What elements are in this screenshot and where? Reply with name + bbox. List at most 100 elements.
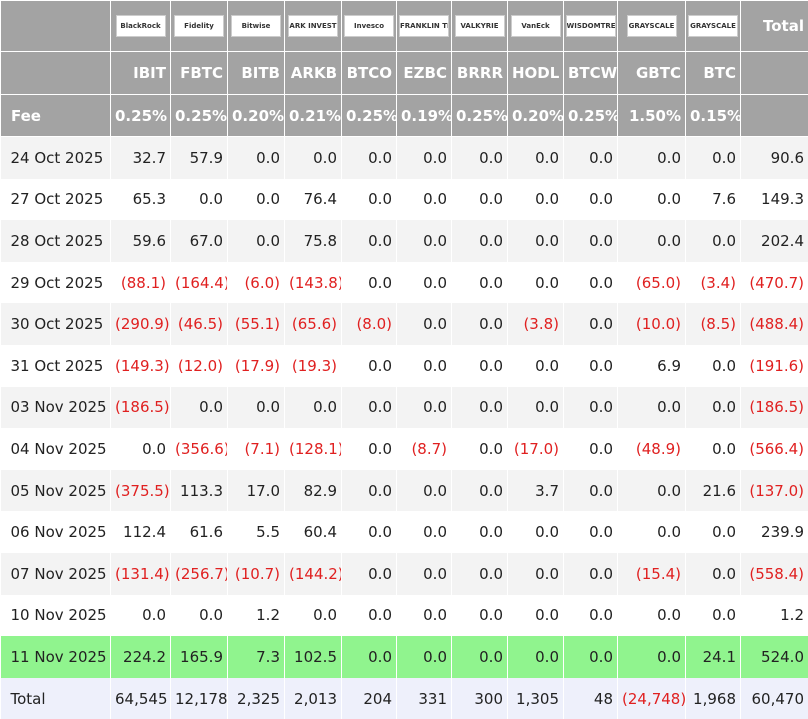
flow-value: 0.0 [563,594,618,637]
table-row: 04 Nov 2025 0.0 (356.6) (7.1) (128.1) 0.0 (8.7… [0,428,808,470]
flow-value: 0.0 [396,303,452,345]
fee: 0.25% [563,94,618,137]
total-label: Total [0,677,111,719]
date: 24 Oct 2025 [0,136,111,179]
flow-value: (256.7) [170,552,228,595]
flow-value: 0.0 [617,178,686,221]
flow-value: (186.5) [740,386,808,429]
fund-logo: GRAYSCALE [626,15,677,37]
flow-value: (88.1) [110,261,171,304]
flow-value: 0.0 [341,136,397,179]
flow-value: 165.9 [170,636,228,678]
fee: 0.15% [685,94,741,137]
flow-value: 0.0 [284,594,342,637]
table-row: 28 Oct 2025 59.6 67.0 0.0 75.8 0.0 0.0 0.0 0.0 0.… [0,220,808,262]
flow-value: 0.0 [451,428,508,470]
table-row: BlackRock Fidelity Bitwise ARK INVEST Invesc… [0,0,808,52]
logo-cell: FRANKLIN TEMPLETON [396,0,452,52]
flow-value: 0.0 [170,594,228,637]
flow-value: 6.9 [617,344,686,387]
logo-cell: Fidelity [170,0,228,52]
flow-value: 113.3 [170,469,228,512]
fee: 0.20% [507,94,564,137]
fee: 0.25% [451,94,508,137]
flow-value: (17.0) [507,428,564,470]
fee: 0.19% [396,94,452,137]
date: 11 Nov 2025 [0,636,111,678]
ticker: EZBC [396,51,452,95]
fee: 0.25% [341,94,397,137]
table-row: Total 64,545 12,178 2,325 2,013 204 331 300 1,30… [0,677,808,719]
total-value: 48 [563,677,618,719]
flow-value: 65.3 [110,178,171,221]
empty-cell [740,51,808,95]
fund-logo: VanEck [510,15,561,37]
flow-value: 0.0 [451,136,508,179]
fee: 0.20% [227,94,285,137]
flow-value: 0.0 [563,303,618,345]
total-value: 12,178 [170,677,228,719]
table-row: 10 Nov 2025 0.0 0.0 1.2 0.0 0.0 0.0 0.0 0.0 0.0 0.… [0,594,808,637]
total-value: 300 [451,677,508,719]
date: 07 Nov 2025 [0,552,111,595]
total-value: 64,545 [110,677,171,719]
empty-cell [740,94,808,137]
flow-value: 0.0 [507,178,564,221]
flow-value: (566.4) [740,428,808,470]
flow-value: 3.7 [507,469,564,512]
fund-logo: Fidelity [174,15,224,37]
flow-value: 90.6 [740,136,808,179]
fee-label: Fee [0,94,111,137]
table-row: 30 Oct 2025 (290.9) (46.5) (55.1) (65.6) (8.0… [0,303,808,345]
flow-value: 21.6 [685,469,741,512]
flow-value: 17.0 [227,469,285,512]
flow-value: (488.4) [740,303,808,345]
flow-value: (8.0) [341,303,397,345]
flow-value: 0.0 [563,636,618,678]
flow-value: 0.0 [227,220,285,262]
flow-value: 0.0 [617,469,686,512]
flow-value: 0.0 [563,552,618,595]
flow-value: (48.9) [617,428,686,470]
flow-value: 0.0 [507,136,564,179]
flow-value: (19.3) [284,344,342,387]
ticker: ARKB [284,51,342,95]
flow-value: 0.0 [110,594,171,637]
flow-value: 0.0 [451,303,508,345]
flow-value: 0.0 [341,511,397,553]
flow-value: (12.0) [170,344,228,387]
flow-value: (470.7) [740,261,808,304]
flow-value: 0.0 [507,594,564,637]
flow-value: 0.0 [685,428,741,470]
fund-logo: Invesco [344,15,394,37]
logo-cell: VanEck [507,0,564,52]
flow-value: 0.0 [341,178,397,221]
flow-value: 0.0 [451,261,508,304]
flow-value: 0.0 [396,469,452,512]
flow-value: (356.6) [170,428,228,470]
flow-value: (3.8) [507,303,564,345]
table-row: IBIT FBTC BITB ARKB BTCO EZBC BRRR HODL BTCW GBTC… [0,51,808,95]
flow-value: 0.0 [227,386,285,429]
flow-value: (46.5) [170,303,228,345]
flow-value: 0.0 [451,552,508,595]
flow-value: 0.0 [451,636,508,678]
ticker: BTCO [341,51,397,95]
date: 10 Nov 2025 [0,594,111,637]
fund-logo: ARK INVEST [288,15,338,37]
fee: 0.25% [110,94,171,137]
flow-value: 0.0 [227,136,285,179]
total-value: 1,305 [507,677,564,719]
table-row: 07 Nov 2025 (131.4) (256.7) (10.7) (144.2) 0.… [0,552,808,595]
flow-value: 224.2 [110,636,171,678]
flow-value: 0.0 [341,594,397,637]
flow-value: 0.0 [396,386,452,429]
flow-value: 239.9 [740,511,808,553]
flow-value: 0.0 [396,220,452,262]
fund-logo: Bitwise [231,15,281,37]
date: 03 Nov 2025 [0,386,111,429]
flow-value: 0.0 [396,136,452,179]
flow-value: 0.0 [563,511,618,553]
ticker: HODL [507,51,564,95]
flow-value: 0.0 [685,386,741,429]
